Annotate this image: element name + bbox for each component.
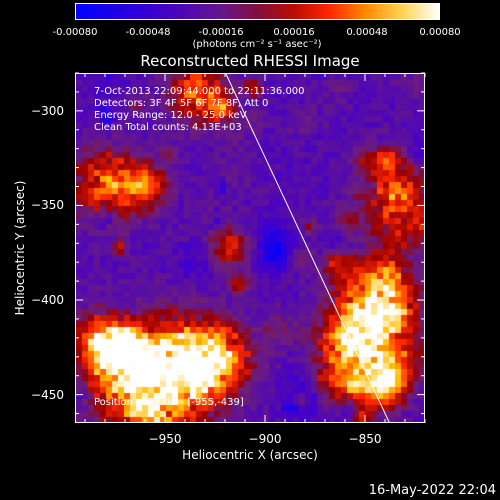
y-tick-label: −450	[31, 387, 64, 402]
colorbar-tick-label: -0.00048	[125, 27, 171, 38]
x-tick-label: −900	[248, 432, 282, 446]
footer-timestamp: 16-May-2022 22:04	[368, 483, 496, 498]
annotation-detectors: Detectors: 3F 4F 5F 6F 7F 8F, Att 0	[94, 98, 269, 109]
colorbar	[75, 3, 440, 20]
annotation-energy: Energy Range: 12.0 - 25.0 keV	[94, 110, 247, 121]
heatmap-image	[76, 74, 424, 422]
x-axis-label: Heliocentric X (arcsec)	[182, 448, 318, 462]
colorbar-units: (photons cm⁻² s⁻¹ asec⁻²)	[192, 39, 322, 50]
colorbar-tick-label: -0.00016	[198, 27, 244, 38]
y-tick-label: −300	[31, 103, 64, 118]
peak-position-label: Position of Peak = [-955,-439]	[94, 397, 244, 408]
solar-limb-line	[225, 74, 390, 422]
annotation-time: 7-Oct-2013 22:09:44.000 to 22:11:36.000	[94, 86, 305, 97]
chart-title: Reconstructed RHESSI Image	[140, 52, 360, 70]
plot-area: 7-Oct-2013 22:09:44.000 to 22:11:36.000 …	[75, 73, 425, 423]
colorbar-tick-label: 0.00080	[419, 27, 461, 38]
x-tick-label: −850	[348, 432, 382, 446]
colorbar-tick-label: -0.00080	[52, 27, 98, 38]
x-tick-label: −950	[148, 432, 182, 446]
y-axis-label: Heliocentric Y (arcsec)	[13, 180, 27, 316]
y-tick-label: −350	[31, 198, 64, 213]
colorbar-tick-label: 0.00048	[346, 27, 388, 38]
y-tick-label: −400	[31, 293, 64, 308]
annotation-clean: Clean Total counts: 4.13E+03	[94, 122, 242, 133]
colorbar-tick-label: 0.00016	[273, 27, 315, 38]
